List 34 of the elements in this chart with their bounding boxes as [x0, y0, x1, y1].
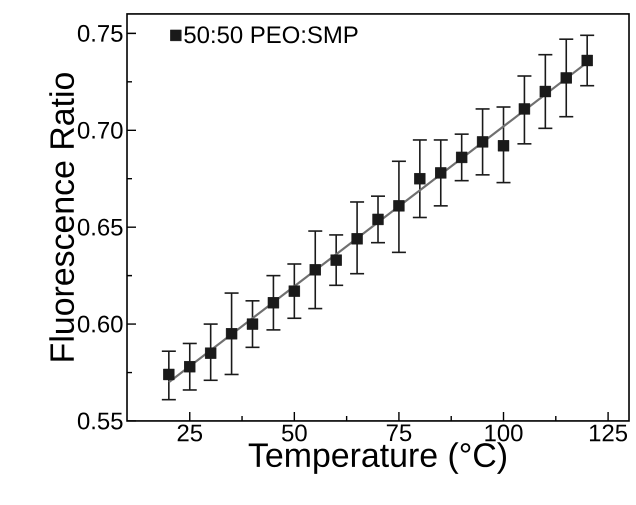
- point: [456, 152, 468, 164]
- point: [204, 347, 216, 359]
- point: [414, 173, 426, 184]
- x-axis-title: Temperature (°C): [248, 442, 506, 474]
- point: [288, 285, 300, 297]
- point: [372, 214, 384, 226]
- point: [518, 103, 530, 115]
- y-axis-title: Fluorescence Ratio: [49, 73, 74, 361]
- point: [184, 361, 196, 372]
- point: [226, 328, 238, 340]
- x-tick-label: 25: [178, 424, 202, 442]
- x-tick-label: 125: [590, 424, 628, 442]
- point: [498, 140, 510, 152]
- y-tick-label: 0.60: [78, 316, 123, 333]
- y-tick-label: 0.75: [78, 24, 122, 42]
- point: [268, 297, 280, 308]
- point: [476, 136, 488, 148]
- point: [330, 254, 342, 266]
- legend-label: 50:50 PEO:SMP: [184, 26, 358, 44]
- x-tick-label: 100: [485, 424, 523, 442]
- point: [435, 167, 446, 179]
- y-tick-label: 0.55: [78, 412, 122, 430]
- point: [393, 200, 405, 212]
- point: [540, 86, 552, 98]
- point: [581, 54, 593, 66]
- x-tick-label: 50: [282, 424, 307, 442]
- point: [246, 318, 258, 330]
- x-tick-label: 75: [386, 424, 412, 442]
- y-tick-label: 0.70: [78, 122, 123, 139]
- point: [560, 72, 572, 84]
- point: [163, 368, 175, 380]
- point: [351, 233, 363, 245]
- y-tick-label: 0.65: [78, 218, 122, 236]
- point: [310, 264, 321, 276]
